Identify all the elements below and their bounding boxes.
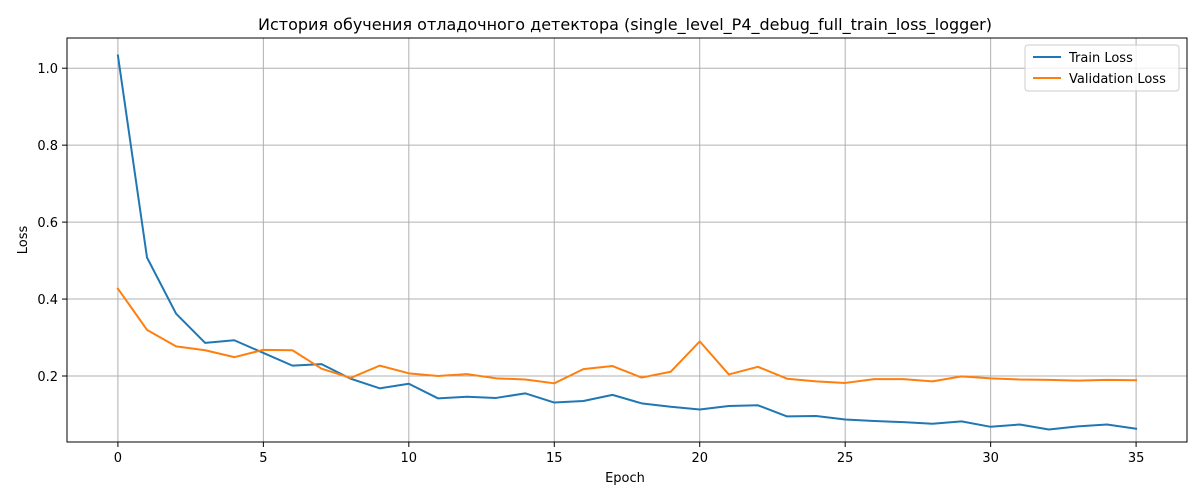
y-axis-label: Loss [16,226,31,255]
x-tick-label: 30 [982,451,999,466]
x-tick-label: 15 [546,451,563,466]
x-axis-label: Epoch [605,471,645,486]
x-tick-label: 35 [1128,451,1145,466]
series-line-validation-loss [116,287,1138,385]
x-tick-label: 20 [691,451,708,466]
x-tick-label: 25 [837,451,854,466]
legend: Train Loss Validation Loss [1024,44,1180,92]
series-line-train-loss [116,54,1138,431]
x-tick-label: 10 [401,451,418,466]
x-axis-ticks: 0 5 10 15 20 25 30 35 [114,442,1145,466]
grid-lines [67,38,1187,442]
legend-label: Validation Loss [1069,72,1166,87]
y-tick-label: 0.4 [37,293,58,308]
plot-frame [66,37,1188,443]
y-tick-label: 0.8 [37,139,58,154]
x-tick-label: 5 [259,451,267,466]
chart-title: История обучения отладочного детектора (… [258,15,992,35]
y-tick-label: 1.0 [37,62,58,77]
y-tick-label: 0.2 [37,370,58,385]
y-tick-label: 0.6 [37,216,58,231]
legend-box [1024,44,1180,92]
x-tick-label: 0 [114,451,122,466]
y-axis-ticks: 0.2 0.4 0.6 0.8 1.0 [37,62,67,385]
legend-label: Train Loss [1068,51,1133,66]
series-lines [116,54,1138,431]
